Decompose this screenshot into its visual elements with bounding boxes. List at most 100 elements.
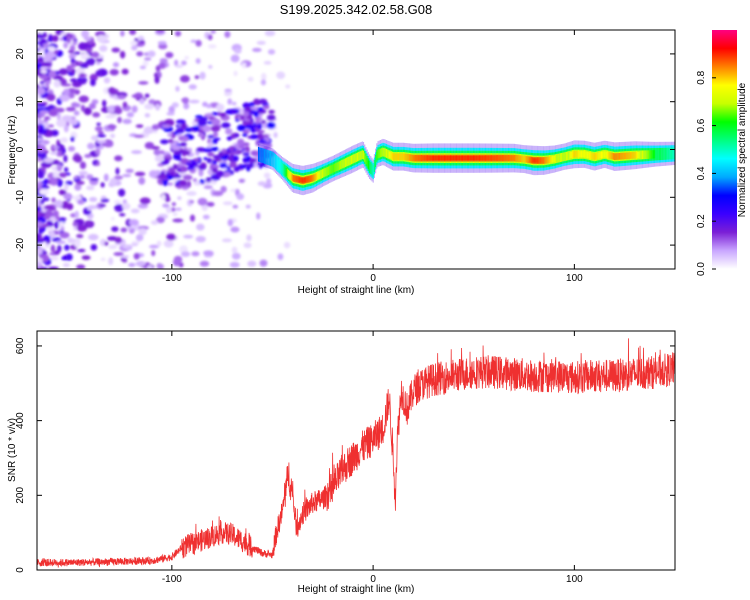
spectrogram-noise-blob xyxy=(105,115,116,119)
spectrogram-ridge-cell xyxy=(651,150,653,159)
spectrogram-ridge-cell xyxy=(410,154,412,162)
chart-title: S199.2025.342.02.58.G08 xyxy=(280,2,433,17)
spectrogram-cluster-blob xyxy=(243,111,249,118)
spectrogram-ridge-cell xyxy=(417,155,419,161)
spectrogram-ridge-cell xyxy=(359,151,361,161)
spectrogram-cluster-blob xyxy=(261,119,266,124)
spectrogram-noise-blob xyxy=(221,238,232,243)
spectrogram-noise-blob xyxy=(56,179,63,187)
spectrogram-noise-blob xyxy=(45,209,53,217)
spectrogram-ridge-cell xyxy=(441,155,443,161)
spectrogram-noise-blob xyxy=(83,107,92,116)
spectrogram-ridge-cell xyxy=(283,163,285,176)
spectrogram-noise-blob xyxy=(183,234,194,239)
spectrogram-cluster-blob xyxy=(205,113,214,117)
spectrogram-ridge-cell xyxy=(384,148,386,158)
spectrogram-ridge-cell xyxy=(426,155,429,161)
spectrogram-cluster-blob xyxy=(268,109,275,114)
spectrogram-ridge-cell xyxy=(400,153,402,160)
spectrogram-noise-blob xyxy=(166,233,176,241)
spectrogram-noise-blob xyxy=(220,185,227,193)
spectrogram-ridge-cell xyxy=(321,169,324,178)
spectrogram-noise-blob xyxy=(65,253,73,261)
spectrogram-noise-blob xyxy=(247,260,257,267)
spectrogram-cluster-blob xyxy=(214,158,222,162)
spectrogram-ridge-cell xyxy=(401,153,403,160)
spectrogram-noise-blob xyxy=(283,241,291,249)
spectrogram-ridge-cell xyxy=(523,155,525,163)
spectrogram-ridge-cell xyxy=(606,151,609,159)
spectrogram-ridge-cell xyxy=(654,150,656,159)
spectrogram-noise-blob xyxy=(183,102,190,110)
spectrogram-noise-blob xyxy=(252,47,262,53)
spectrogram-cluster-blob xyxy=(253,110,259,118)
spectrogram-ridge-cell xyxy=(505,155,507,161)
spectrogram-ridge-cell xyxy=(646,150,648,159)
spectrogram-noise-blob xyxy=(174,30,182,37)
spectrogram-noise-blob xyxy=(51,237,62,242)
spectrogram-ridge-cell xyxy=(373,160,375,172)
spectrogram-ridge-cell xyxy=(405,153,407,161)
spectrogram-ridge-cell xyxy=(638,151,640,159)
spectrogram-cluster-blob xyxy=(192,125,200,132)
spectrogram-noise-blob xyxy=(80,104,86,112)
spectrogram-noise-blob xyxy=(256,40,266,45)
spectrogram-cluster-blob xyxy=(176,185,182,189)
spectrogram-noise-blob xyxy=(79,73,85,77)
spectrogram-noise-blob xyxy=(179,245,188,254)
spectrogram-ridge-cell xyxy=(464,155,466,161)
spectrogram-noise-blob xyxy=(110,217,115,221)
spectrogram-cluster-blob xyxy=(185,150,191,156)
spectrogram-noise-blob xyxy=(56,112,61,121)
spectrogram-noise-blob xyxy=(192,178,198,182)
spectrogram-ridge-cell xyxy=(263,148,266,164)
spectrogram-noise-blob xyxy=(87,142,95,150)
spectrogram-cluster-blob xyxy=(238,144,245,150)
spectrogram-ridge-cell xyxy=(644,150,646,160)
spectrogram-noise-blob xyxy=(74,210,79,219)
spectrogram-noise-blob xyxy=(131,94,141,98)
spectrogram-cluster-blob xyxy=(256,130,265,134)
spectrogram-ridge-cell xyxy=(571,151,574,158)
spectrogram-noise-blob xyxy=(78,79,87,85)
spectrogram-ridge-cell xyxy=(555,154,557,164)
spectrogram-cluster-blob xyxy=(249,157,257,163)
spectrogram-ridge-cell xyxy=(362,150,365,160)
spectrogram-ridge-cell xyxy=(486,155,488,161)
spectrogram-noise-blob xyxy=(165,206,172,214)
spectrogram-ridge-cell xyxy=(360,150,362,160)
spectrogram-noise-blob xyxy=(50,178,58,186)
spectrogram-cluster-blob xyxy=(236,124,246,132)
spectrogram-noise-blob xyxy=(48,70,57,79)
spectrogram-noise-blob xyxy=(119,50,126,59)
spectrogram-ridge-cell xyxy=(550,156,552,163)
spectrogram-noise-blob xyxy=(144,113,151,118)
spectrogram-noise-blob xyxy=(276,71,286,80)
spectrogram-noise-blob xyxy=(117,95,126,100)
spectrogram-noise-blob xyxy=(156,240,162,247)
spectrogram-noise-blob xyxy=(37,182,44,186)
spectrogram-ridge-cell xyxy=(349,155,351,165)
spectrogram-cluster-blob xyxy=(180,165,188,173)
spectrogram-cluster-blob xyxy=(180,123,188,130)
spectrogram-ridge-cell xyxy=(610,152,612,160)
spectrogram-noise-blob xyxy=(47,46,56,51)
spectrogram-noise-blob xyxy=(69,45,76,51)
spectrogram-ridge-cell xyxy=(562,152,564,162)
spectrogram-noise-blob xyxy=(227,218,234,227)
spectrogram-ridge-cell xyxy=(306,177,308,182)
spectrogram-ridge-cell xyxy=(493,155,495,161)
spectrogram-cluster-blob xyxy=(167,139,174,144)
spectrogram-ridge-cell xyxy=(621,152,623,160)
spectrogram-ridge-cell xyxy=(658,147,660,161)
spectrogram-cluster-blob xyxy=(230,108,240,115)
spectrogram-noise-blob xyxy=(133,134,145,138)
spectrogram-noise-blob xyxy=(63,88,70,96)
spectrogram-noise-blob xyxy=(172,218,184,223)
spectrogram-cluster-blob xyxy=(173,151,181,156)
spectrogram-noise-blob xyxy=(154,154,164,163)
spectrogram-noise-blob xyxy=(108,257,114,266)
spectrogram-ridge-cell xyxy=(544,157,546,164)
spectrogram-cluster-blob xyxy=(234,133,240,138)
spectrogram-cluster-blob xyxy=(248,102,255,108)
